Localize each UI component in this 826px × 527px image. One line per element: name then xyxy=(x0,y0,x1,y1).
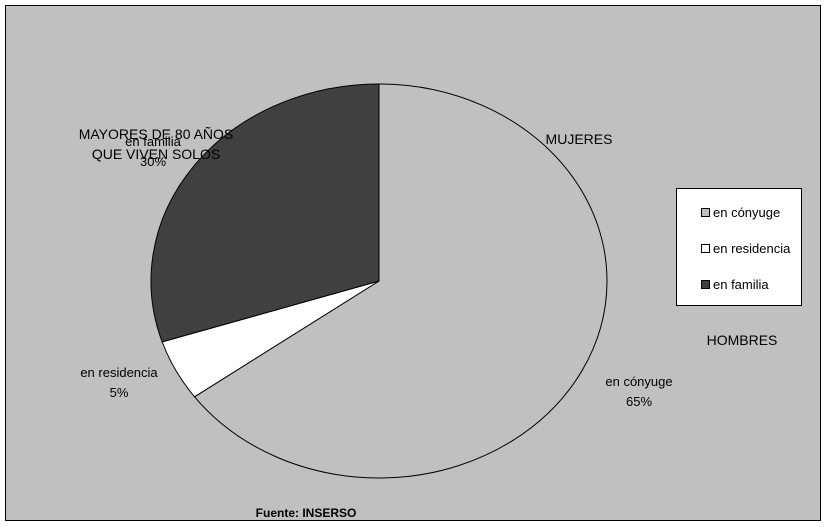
chart-title-line-2: QUE VIVEN SOLOS xyxy=(92,146,220,162)
annotation-hombres: HOMBRES xyxy=(707,332,778,348)
chart-title-line-1: MAYORES DE 80 AÑOS xyxy=(79,126,234,142)
pie-slice-conyuge xyxy=(193,83,608,479)
legend-label-residencia: en residencia xyxy=(713,241,791,256)
legend-label-conyuge: en cónyuge xyxy=(713,205,781,220)
legend-swatch-residencia xyxy=(701,244,710,253)
pie-chart: en cónyuge 65% en residencia 5% en familia 30… xyxy=(79,83,778,520)
pie-slice-familia xyxy=(150,83,380,343)
legend-item-conyuge: en cónyuge xyxy=(701,205,780,220)
legend: en cónyuge en residencia en familia xyxy=(676,188,802,306)
slice-label-conyuge: en cónyuge xyxy=(605,374,672,389)
slice-percent-residencia: 5% xyxy=(110,385,129,400)
slice-labels: en cónyuge 65% en residencia 5% en familia 30… xyxy=(80,134,672,409)
slice-percent-conyuge: 65% xyxy=(626,394,652,409)
legend-item-residencia: en residencia xyxy=(701,241,790,256)
legend-swatch-familia xyxy=(701,280,710,289)
pie-slices xyxy=(150,83,608,479)
source-note: Fuente: INSERSO xyxy=(256,506,357,520)
slice-label-residencia: en residencia xyxy=(80,365,158,380)
slice-percent-familia: 30% xyxy=(140,154,166,169)
legend-item-familia: en familia xyxy=(701,277,769,292)
legend-label-familia: en familia xyxy=(713,277,769,292)
annotation-mujeres: MUJERES xyxy=(546,131,613,147)
chart-area: en cónyuge 65% en residencia 5% en familia 30… xyxy=(5,5,821,521)
slice-label-familia: en familia xyxy=(125,134,181,149)
legend-swatch-conyuge xyxy=(701,208,710,217)
